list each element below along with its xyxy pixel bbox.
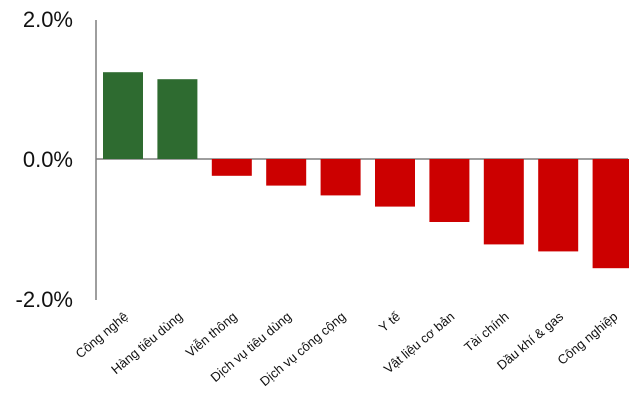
bar-4 — [266, 159, 307, 186]
category-label: Công nghiệp — [554, 309, 620, 368]
bar-6 — [375, 159, 415, 207]
bar-3 — [211, 159, 252, 176]
bar-2 — [157, 79, 198, 159]
y-tick-label: -2.0% — [16, 287, 73, 312]
bar-10 — [592, 159, 629, 269]
y-tick-label: 0.0% — [23, 147, 73, 172]
bar-5 — [320, 159, 361, 196]
bar-7 — [429, 159, 470, 222]
bar-1 — [103, 72, 143, 159]
bar-8 — [483, 159, 524, 245]
bars — [103, 72, 629, 269]
category-label: Tài chính — [461, 309, 512, 355]
bar-9 — [538, 159, 579, 252]
category-label: Y tế — [376, 308, 404, 335]
y-tick-labels: 2.0% 0.0% -2.0% — [16, 7, 73, 312]
y-tick-label: 2.0% — [23, 7, 73, 32]
